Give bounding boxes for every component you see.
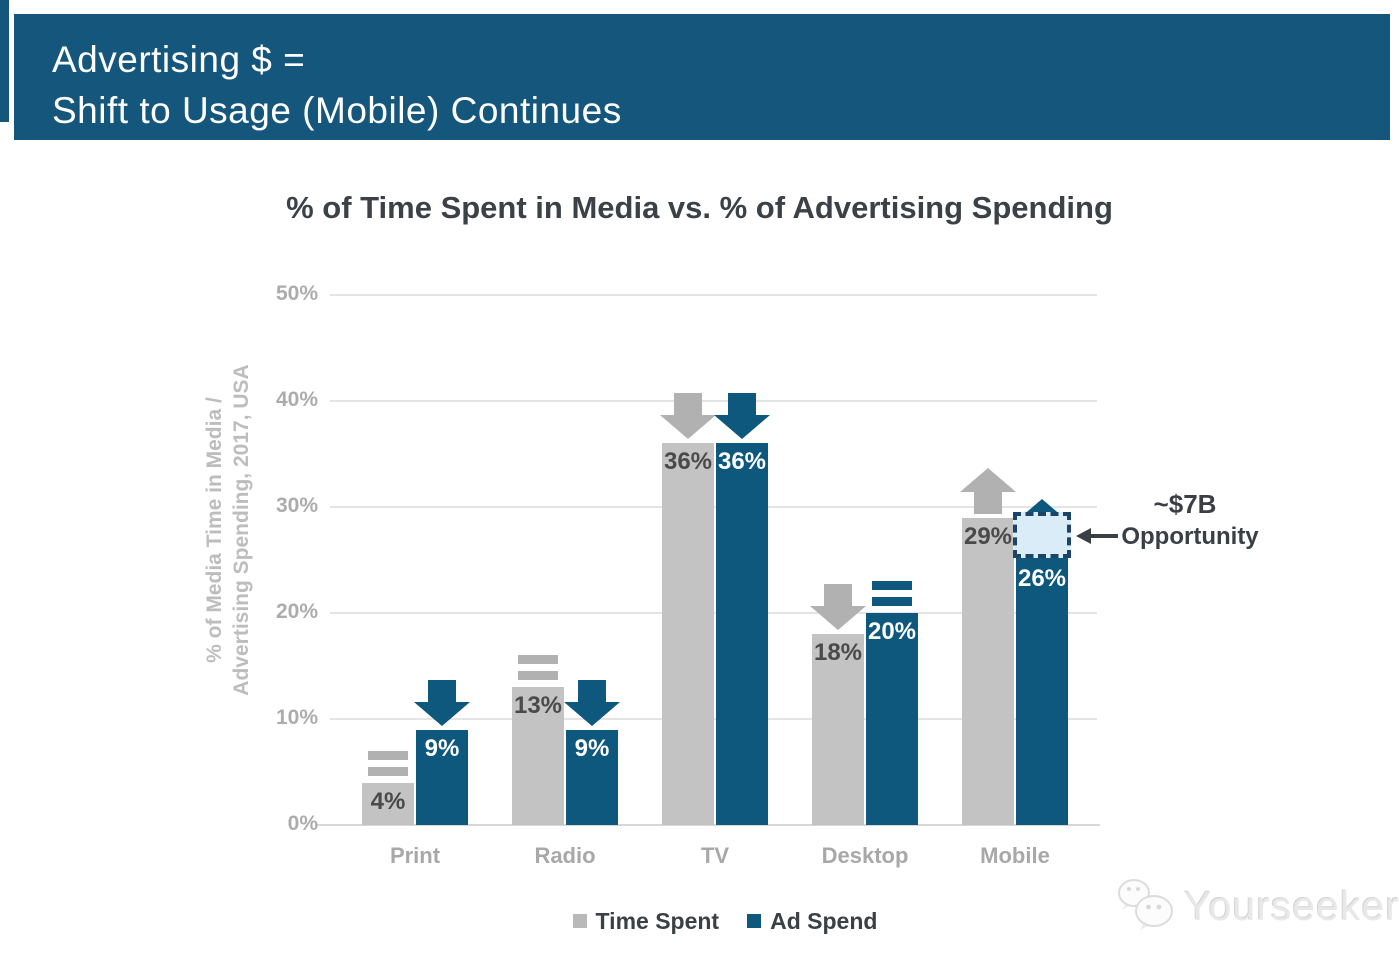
watermark-text: Yourseeker	[1184, 882, 1399, 929]
legend-swatch-ad-spend-icon	[747, 914, 762, 928]
equals-icon	[872, 581, 912, 606]
gridline-40	[330, 400, 1097, 402]
y-tick-label-40: 40%	[275, 388, 318, 411]
chart-legend: Time Spent Ad Spend	[55, 903, 1395, 939]
opportunity-value: ~$7B	[1153, 489, 1217, 519]
opportunity-arrowhead-icon	[1076, 528, 1091, 544]
equals-icon	[368, 751, 408, 776]
legend-item-time-spent: Time Spent	[572, 907, 720, 935]
legend-swatch-time-spent-icon	[572, 914, 587, 928]
equals-stripe-bottom	[368, 767, 408, 776]
bar-time-spent-radio	[512, 687, 564, 825]
bar-time-spent-mobile	[962, 518, 1014, 825]
bar-ad-spend-desktop	[866, 613, 918, 825]
bar-value-ad-spend-tv: 36%	[717, 448, 767, 475]
header-title-line2: Shift to Usage (Mobile) Continues	[52, 90, 622, 131]
y-tick-label-0: 0%	[287, 812, 318, 835]
bar-ad-spend-mobile	[1016, 549, 1068, 825]
bar-value-time-spent-print: 4%	[370, 788, 406, 815]
header-banner: Advertising $ = Shift to Usage (Mobile) …	[14, 14, 1390, 140]
bar-time-spent-print	[362, 783, 414, 825]
equals-stripe-top	[368, 751, 408, 760]
down-arrow-icon	[810, 584, 866, 630]
bar-value-time-spent-tv: 36%	[663, 448, 713, 475]
up-arrow-icon	[960, 468, 1016, 514]
equals-stripe-bottom	[872, 597, 912, 606]
chart-title: % of Time Spent in Media vs. % of Advert…	[286, 190, 1113, 225]
y-tick-label-20: 20%	[275, 600, 318, 623]
opportunity-arrow	[1090, 534, 1118, 538]
opportunity-box	[1013, 512, 1071, 558]
header-title-line1: Advertising $ =	[52, 39, 306, 80]
legend-item-ad-spend: Ad Spend	[747, 908, 877, 935]
bar-time-spent-desktop	[812, 634, 864, 825]
bar-value-ad-spend-radio: 9%	[574, 735, 610, 762]
wechat-icon	[1118, 879, 1173, 930]
bar-time-spent-tv	[662, 443, 714, 825]
x-category-label-desktop: Desktop	[821, 843, 909, 868]
opportunity-label: Opportunity	[1121, 523, 1259, 550]
bar-value-ad-spend-print: 9%	[424, 735, 460, 762]
bar-value-time-spent-mobile: 29%	[963, 523, 1013, 550]
y-tick-label-50: 50%	[275, 282, 318, 305]
equals-icon	[518, 655, 558, 680]
equals-stripe-top	[872, 581, 912, 590]
down-arrow-icon	[660, 393, 716, 439]
down-arrow-icon	[714, 393, 770, 439]
bar-ad-spend-print	[416, 730, 468, 825]
bar-value-ad-spend-desktop: 20%	[867, 618, 917, 645]
left-edge-artifact	[0, 0, 9, 122]
watermark: Yourseeker	[1112, 876, 1399, 936]
gridline-50	[330, 294, 1097, 296]
gridline-0	[315, 824, 1100, 826]
x-category-label-radio: Radio	[534, 843, 596, 868]
bar-value-ad-spend-mobile: 26%	[1017, 565, 1067, 592]
legend-label-time-spent: Time Spent	[595, 907, 720, 934]
bar-ad-spend-tv	[716, 443, 768, 825]
x-category-label-mobile: Mobile	[980, 843, 1050, 868]
bar-value-time-spent-radio: 13%	[513, 692, 563, 719]
x-category-label-print: Print	[389, 843, 441, 868]
y-tick-label-10: 10%	[275, 706, 318, 729]
x-category-label-tv: TV	[700, 843, 730, 868]
y-tick-label-30: 30%	[275, 494, 318, 517]
bar-ad-spend-radio	[566, 730, 618, 825]
down-arrow-icon	[414, 680, 470, 726]
equals-stripe-bottom	[518, 671, 558, 680]
legend-label-ad-spend: Ad Spend	[770, 907, 878, 934]
bar-value-time-spent-desktop: 18%	[813, 639, 863, 666]
equals-stripe-top	[518, 655, 558, 664]
down-arrow-icon	[564, 680, 620, 726]
